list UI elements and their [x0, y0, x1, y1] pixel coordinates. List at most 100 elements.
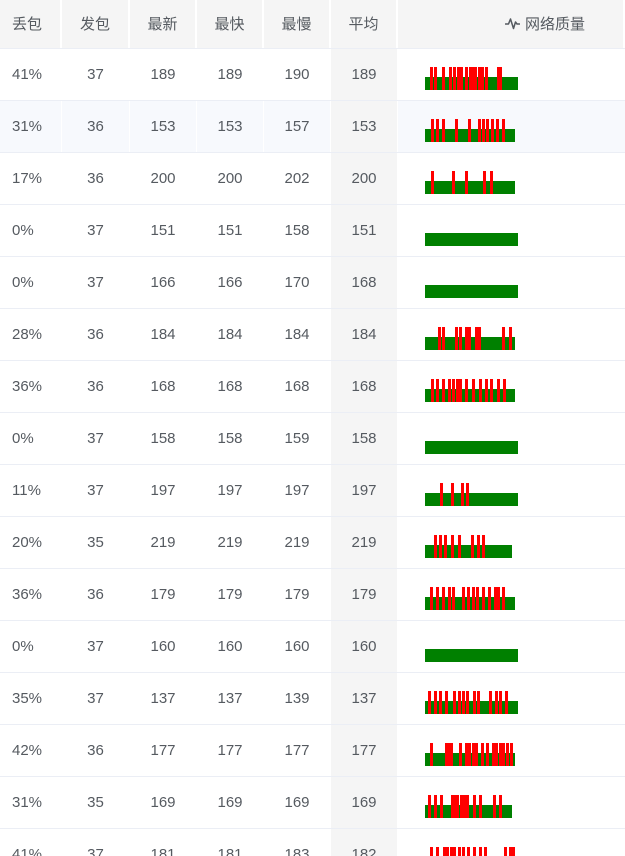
table-row[interactable]: 28% 36 184 184 184 184 — [0, 309, 625, 361]
fastest-cell: 137 — [197, 673, 264, 724]
quality-bar-loss-mark — [492, 742, 495, 766]
slowest-cell: 197 — [264, 465, 331, 516]
quality-bar-loss-mark — [473, 690, 476, 714]
quality-bar-received — [425, 284, 518, 298]
slowest-cell: 159 — [264, 413, 331, 464]
quality-bar-loss-mark — [509, 846, 512, 856]
quality-cell — [398, 569, 625, 620]
table-row[interactable]: 31% 35 169 169 169 169 — [0, 777, 625, 829]
fastest-cell: 181 — [197, 829, 264, 856]
quality-cell — [398, 673, 625, 724]
quality-bar-loss-mark — [434, 794, 437, 818]
quality-bar-loss-mark — [436, 586, 439, 610]
quality-bar — [425, 320, 515, 350]
quality-bar-loss-mark — [455, 118, 458, 142]
quality-bar-loss-mark — [443, 846, 446, 856]
header-latest[interactable]: 最新 — [130, 0, 197, 48]
quality-bar-loss-mark — [458, 534, 461, 558]
loss-cell: 11% — [0, 465, 62, 516]
average-cell: 158 — [331, 413, 398, 464]
quality-bar-loss-mark — [450, 846, 453, 856]
average-cell: 169 — [331, 777, 398, 828]
slowest-cell: 190 — [264, 49, 331, 100]
quality-bar-loss-mark — [499, 742, 502, 766]
table-row[interactable]: 0% 37 166 166 170 168 — [0, 257, 625, 309]
loss-cell: 0% — [0, 621, 62, 672]
quality-bar-loss-mark — [466, 794, 469, 818]
loss-cell: 31% — [0, 777, 62, 828]
header-quality[interactable]: 网络质量 — [398, 0, 625, 48]
quality-bar-loss-mark — [453, 690, 456, 714]
table-row[interactable]: 31% 36 153 153 157 153 — [0, 101, 625, 153]
slowest-cell: 157 — [264, 101, 331, 152]
quality-bar-loss-mark — [484, 846, 487, 856]
fastest-cell: 177 — [197, 725, 264, 776]
quality-cell — [398, 101, 625, 152]
loss-cell: 41% — [0, 829, 62, 856]
table-row[interactable]: 41% 37 189 189 190 189 — [0, 49, 625, 101]
quality-bar — [425, 684, 518, 714]
loss-cell: 0% — [0, 205, 62, 256]
quality-bar-loss-mark — [504, 846, 507, 856]
quality-bar-loss-mark — [446, 846, 449, 856]
average-cell: 168 — [331, 361, 398, 412]
quality-bar-loss-mark — [460, 66, 463, 90]
average-cell: 151 — [331, 205, 398, 256]
table-row[interactable]: 0% 37 151 151 158 151 — [0, 205, 625, 257]
quality-bar-loss-mark — [475, 742, 478, 766]
quality-bar-loss-mark — [468, 326, 471, 350]
quality-bar-loss-mark — [459, 326, 462, 350]
quality-bar — [425, 372, 515, 402]
quality-bar-loss-mark — [445, 742, 448, 766]
table-row[interactable]: 35% 37 137 137 139 137 — [0, 673, 625, 725]
loss-cell: 36% — [0, 361, 62, 412]
quality-bar-loss-mark — [434, 534, 437, 558]
fastest-cell: 184 — [197, 309, 264, 360]
loss-cell: 42% — [0, 725, 62, 776]
table-row[interactable]: 42% 36 177 177 177 177 — [0, 725, 625, 777]
table-row[interactable]: 36% 36 179 179 179 179 — [0, 569, 625, 621]
quality-bar-loss-mark — [471, 534, 474, 558]
quality-bar-loss-mark — [458, 846, 461, 856]
quality-bar-loss-mark — [485, 378, 488, 402]
quality-cell — [398, 517, 625, 568]
table-row[interactable]: 41% 37 181 181 183 182 — [0, 829, 625, 856]
quality-bar-loss-mark — [442, 378, 445, 402]
header-average[interactable]: 平均 — [331, 0, 398, 48]
slowest-cell: 179 — [264, 569, 331, 620]
header-fastest[interactable]: 最快 — [197, 0, 264, 48]
quality-bar-loss-mark — [494, 586, 497, 610]
header-slowest[interactable]: 最慢 — [264, 0, 331, 48]
average-cell: 168 — [331, 257, 398, 308]
quality-cell — [398, 777, 625, 828]
average-cell: 179 — [331, 569, 398, 620]
slowest-cell: 170 — [264, 257, 331, 308]
latest-cell: 168 — [130, 361, 197, 412]
latest-cell: 151 — [130, 205, 197, 256]
latest-cell: 169 — [130, 777, 197, 828]
slowest-cell: 177 — [264, 725, 331, 776]
quality-bar-loss-mark — [430, 846, 433, 856]
quality-bar-loss-mark — [465, 326, 468, 350]
sent-cell: 35 — [62, 517, 130, 568]
quality-bar-received — [425, 700, 518, 714]
quality-cell — [398, 309, 625, 360]
table-row[interactable]: 0% 37 160 160 160 160 — [0, 621, 625, 673]
table-row[interactable]: 17% 36 200 200 202 200 — [0, 153, 625, 205]
header-loss[interactable]: 丢包 — [0, 0, 62, 48]
table-row[interactable]: 11% 37 197 197 197 197 — [0, 465, 625, 517]
table-row[interactable]: 20% 35 219 219 219 219 — [0, 517, 625, 569]
table-row[interactable]: 36% 36 168 168 168 168 — [0, 361, 625, 413]
quality-bar-loss-mark — [499, 66, 502, 90]
slowest-cell: 219 — [264, 517, 331, 568]
header-sent[interactable]: 发包 — [62, 0, 130, 48]
latest-cell: 179 — [130, 569, 197, 620]
table-row[interactable]: 0% 37 158 158 159 158 — [0, 413, 625, 465]
loss-cell: 36% — [0, 569, 62, 620]
quality-bar-loss-mark — [442, 326, 445, 350]
quality-bar-loss-mark — [434, 690, 437, 714]
quality-bar-loss-mark — [457, 66, 460, 90]
quality-bar-loss-mark — [486, 742, 489, 766]
quality-bar-loss-mark — [451, 794, 454, 818]
sent-cell: 37 — [62, 257, 130, 308]
